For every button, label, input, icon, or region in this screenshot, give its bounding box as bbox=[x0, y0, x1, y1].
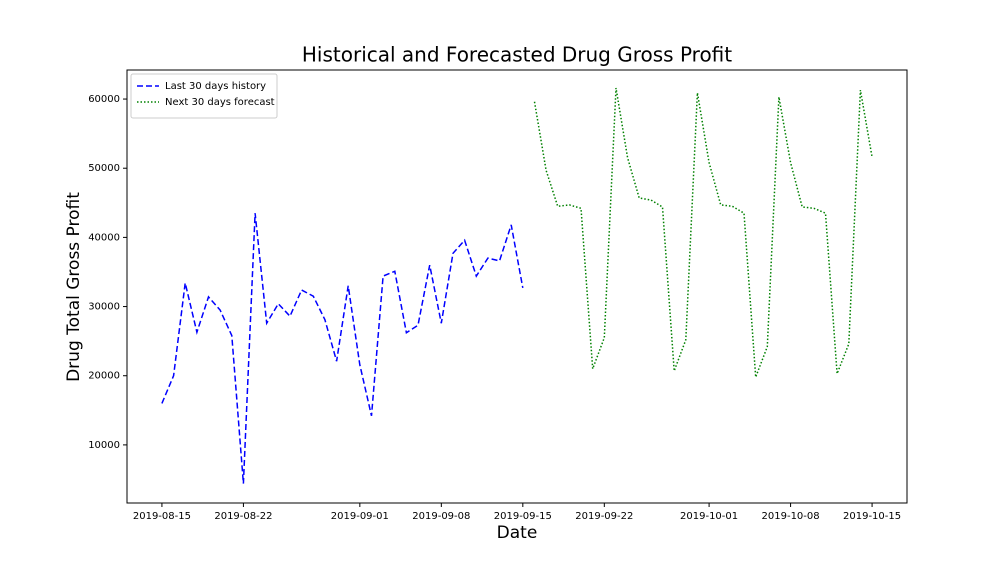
x-tick-label: 2019-09-22 bbox=[575, 511, 633, 522]
legend-frame bbox=[130, 73, 278, 119]
y-tick-label: 40000 bbox=[88, 232, 120, 243]
x-tick-label: 2019-09-15 bbox=[494, 511, 552, 522]
legend-label: Last 30 days history bbox=[165, 81, 266, 92]
x-tick-label: 2019-10-01 bbox=[680, 511, 738, 522]
series-line bbox=[161, 213, 524, 484]
x-tick-label: 2019-08-15 bbox=[133, 511, 191, 522]
y-tick-label: 60000 bbox=[88, 94, 120, 105]
chart-title: Historical and Forecasted Drug Gross Pro… bbox=[302, 43, 732, 67]
x-tick-label: 2019-09-08 bbox=[412, 511, 470, 522]
y-tick-label: 10000 bbox=[88, 440, 120, 451]
y-tick-label: 50000 bbox=[88, 163, 120, 174]
x-tick-label: 2019-08-22 bbox=[214, 511, 272, 522]
legend: Last 30 days history Next 30 days forecas… bbox=[130, 73, 278, 119]
y-tick-label: 30000 bbox=[88, 302, 120, 313]
x-tick-label: 2019-10-08 bbox=[762, 511, 820, 522]
plot-frame bbox=[126, 69, 908, 504]
x-axis-label: Date bbox=[497, 523, 538, 543]
series-line bbox=[533, 87, 873, 378]
y-axis-label: Drug Total Gross Profit bbox=[64, 192, 84, 382]
y-tick-label: 20000 bbox=[88, 371, 120, 382]
x-tick-label: 2019-09-01 bbox=[331, 511, 389, 522]
x-tick-label: 2019-10-15 bbox=[843, 511, 901, 522]
legend-label: Next 30 days forecast bbox=[165, 97, 275, 108]
